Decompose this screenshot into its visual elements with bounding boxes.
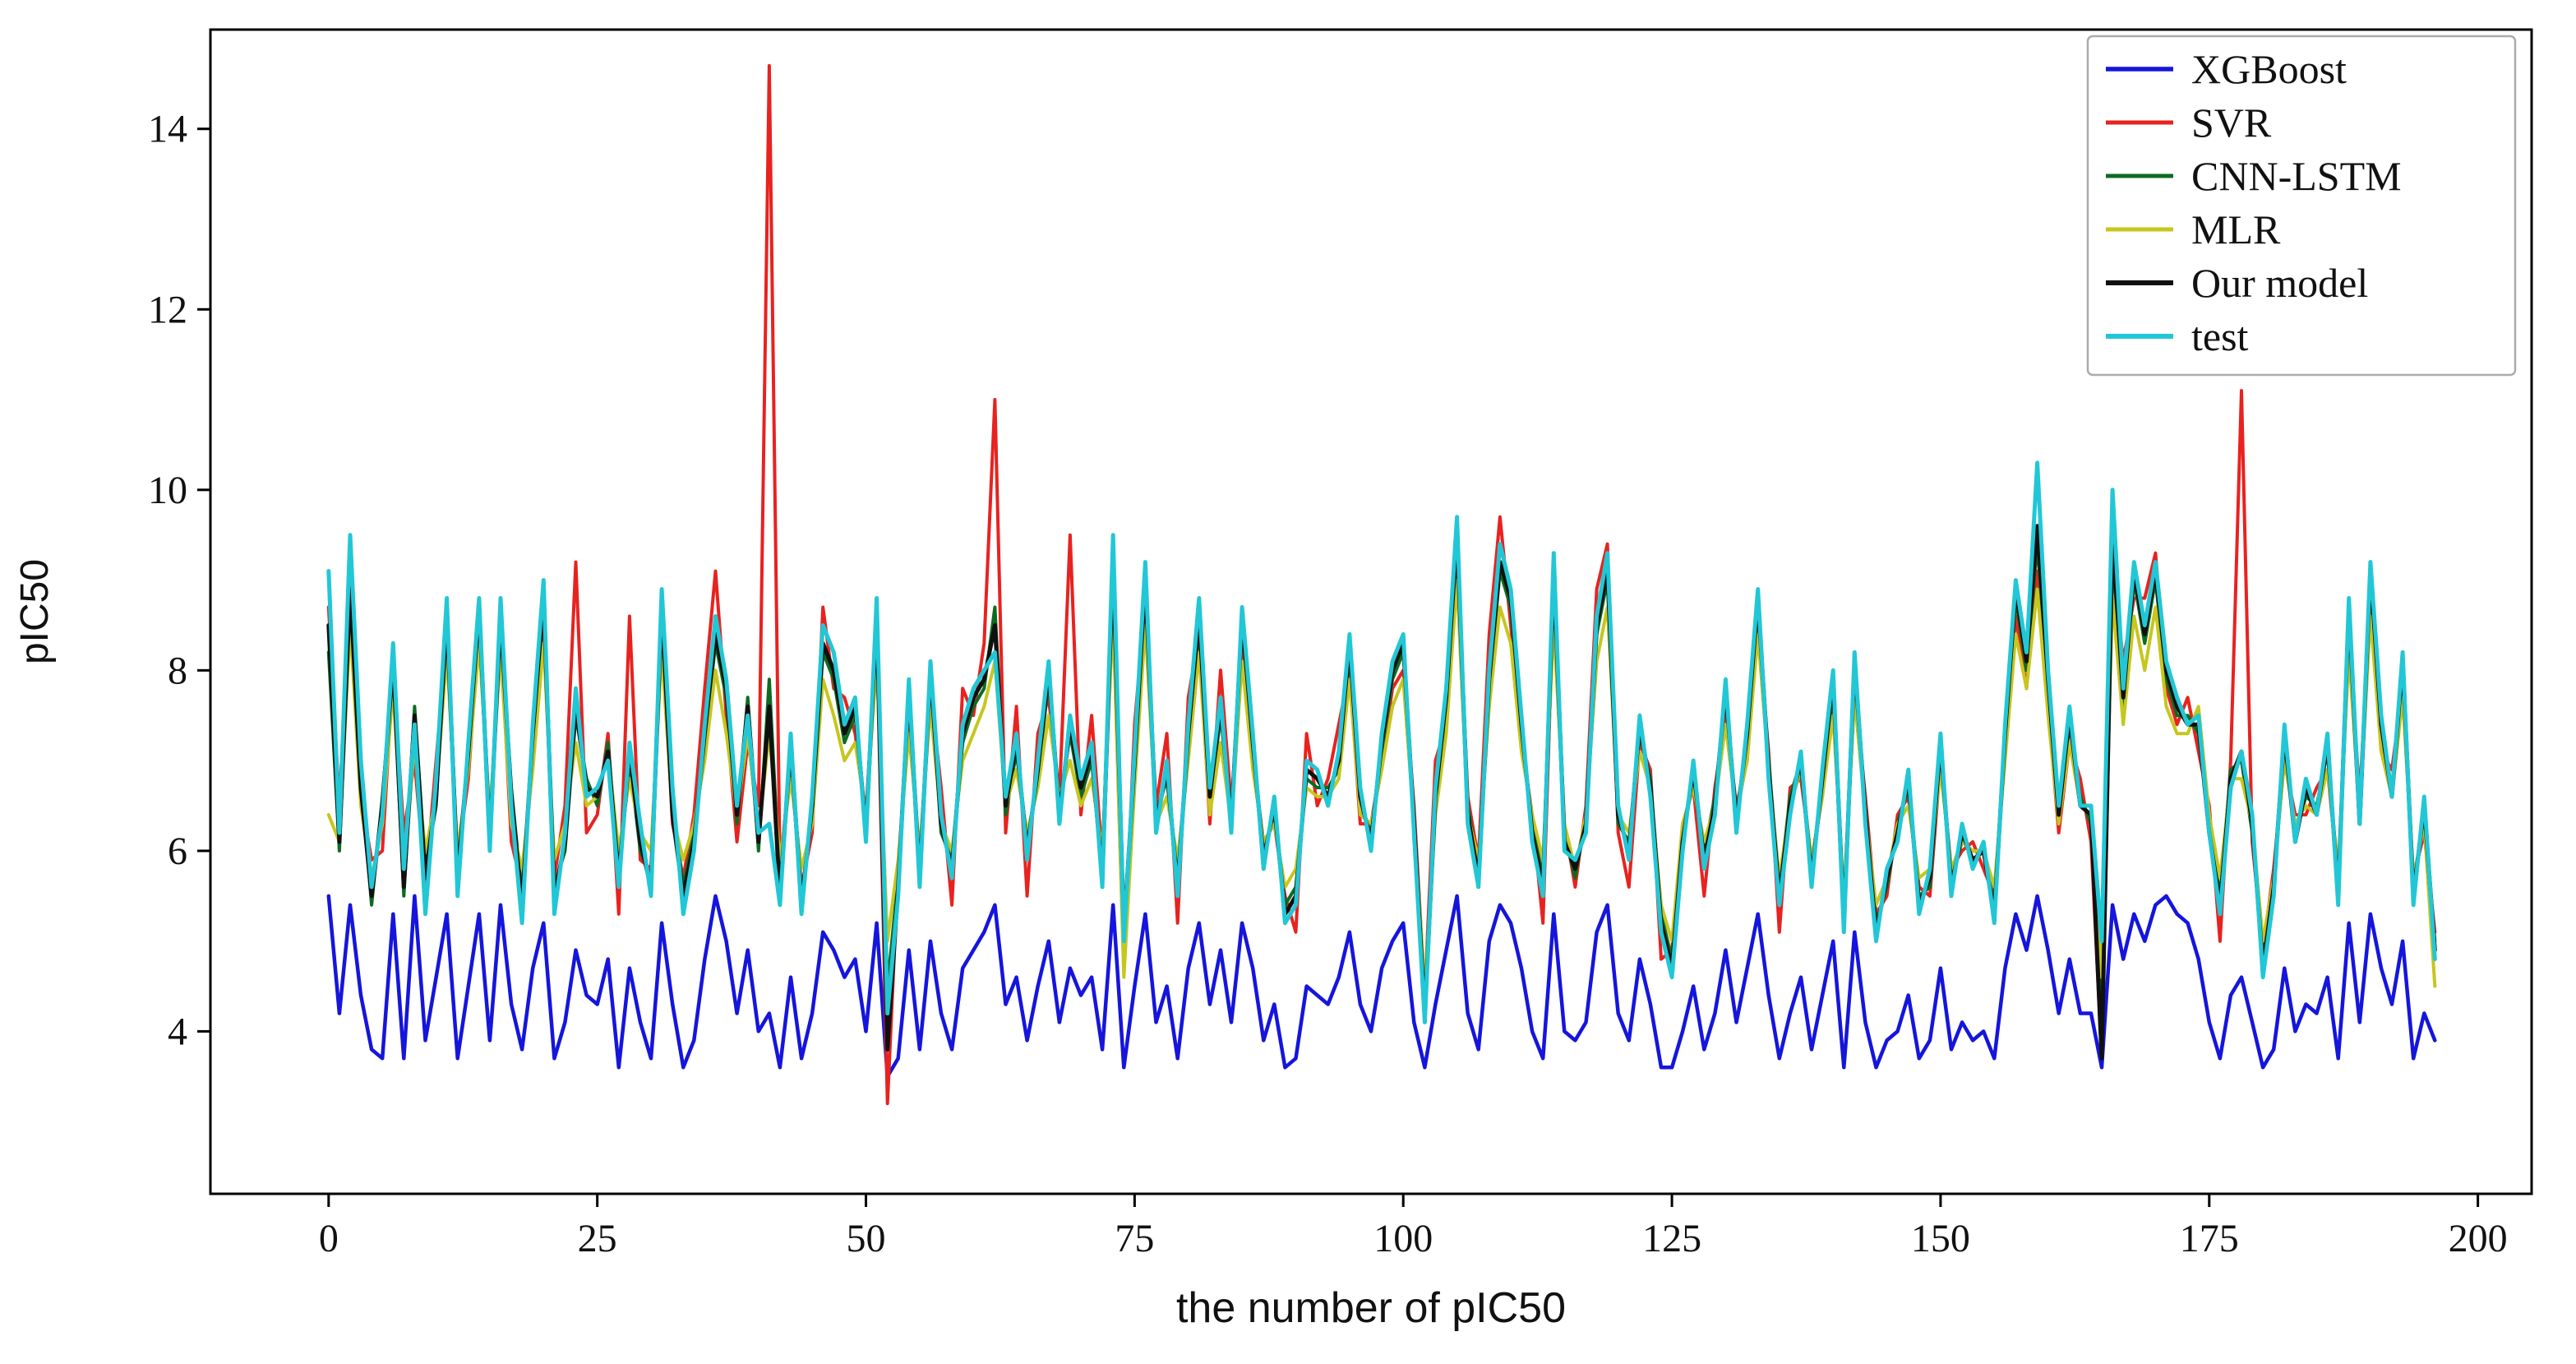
x-axis-label: the number of pIC50 bbox=[1176, 1284, 1566, 1332]
y-axis-label: pIC50 bbox=[13, 559, 57, 664]
x-tick-label: 50 bbox=[847, 1217, 886, 1260]
series-line-xgboost bbox=[326, 894, 2437, 1079]
x-tick-label: 175 bbox=[2180, 1217, 2239, 1260]
legend-box bbox=[2086, 35, 2517, 377]
y-tick-label: 12 bbox=[148, 288, 187, 331]
legend-label-test: test bbox=[2191, 313, 2249, 359]
y-tick-label: 4 bbox=[168, 1010, 187, 1053]
x-tick-label: 100 bbox=[1373, 1217, 1433, 1260]
x-tick-label: 0 bbox=[319, 1217, 339, 1260]
x-tick-label: 150 bbox=[1911, 1217, 1970, 1260]
x-tick-label: 25 bbox=[578, 1217, 617, 1260]
plot-border bbox=[209, 28, 2533, 1195]
x-tick-label: 75 bbox=[1115, 1217, 1154, 1260]
y-tick-label: 14 bbox=[148, 108, 187, 151]
x-tick-label: 200 bbox=[2449, 1217, 2508, 1260]
y-tick-label: 6 bbox=[168, 830, 187, 873]
y-tick-label: 10 bbox=[148, 469, 187, 512]
legend-label-mlr: MLR bbox=[2191, 206, 2281, 252]
legend-label-xgboost: XGBoost bbox=[2191, 46, 2347, 92]
series-line-test bbox=[326, 460, 2437, 1024]
legend-label-cnn-lstm: CNN-LSTM bbox=[2191, 153, 2402, 199]
legend-label-our-model: Our model bbox=[2191, 260, 2368, 306]
y-tick-label: 8 bbox=[168, 649, 187, 692]
legend-label-svr: SVR bbox=[2191, 99, 2272, 146]
x-tick-label: 125 bbox=[1642, 1217, 1701, 1260]
